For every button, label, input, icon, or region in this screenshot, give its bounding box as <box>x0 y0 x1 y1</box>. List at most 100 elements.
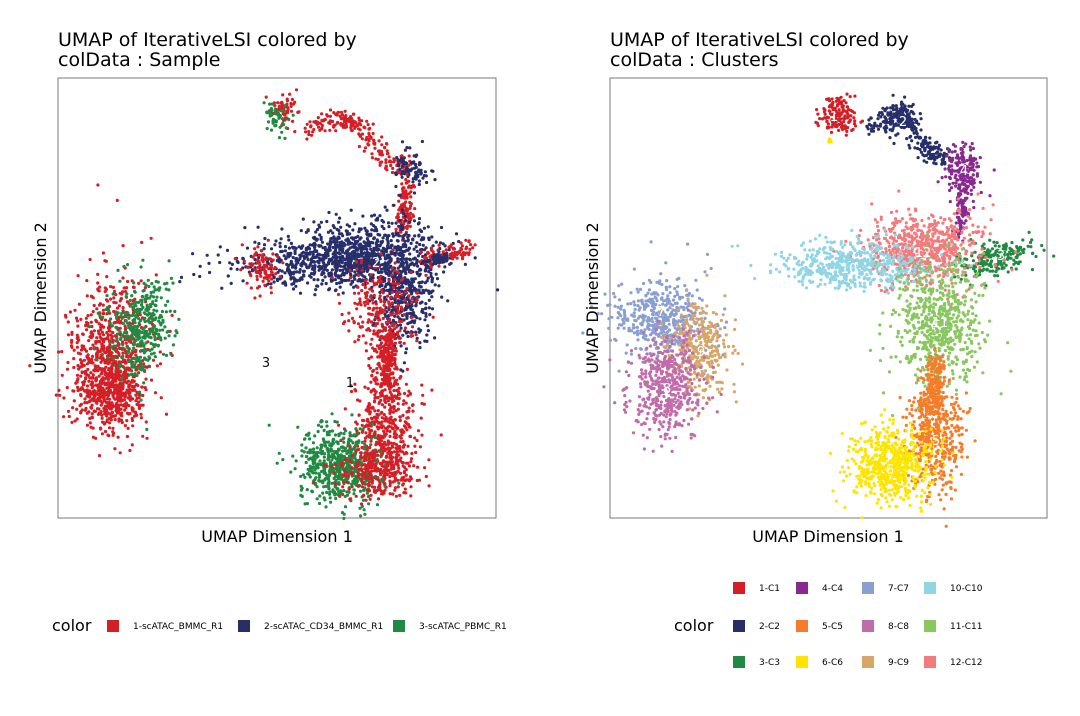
scatter-point <box>402 156 406 160</box>
scatter-point <box>100 330 104 334</box>
scatter-point <box>437 250 441 254</box>
scatter-point <box>367 446 371 450</box>
scatter-point <box>404 218 408 223</box>
scatter-point <box>127 339 131 343</box>
scatter-point <box>98 356 102 360</box>
scatter-point <box>127 396 131 400</box>
scatter-point <box>376 395 380 400</box>
scatter-point <box>112 346 116 350</box>
scatter-point <box>314 250 318 254</box>
scatter-point <box>307 130 311 134</box>
scatter-point <box>381 329 385 333</box>
scatter-point <box>358 489 363 493</box>
scatter-point <box>77 302 81 306</box>
scatter-point <box>126 345 130 349</box>
scatter-point <box>106 381 110 386</box>
scatter-point <box>88 325 92 329</box>
scatter-point <box>418 346 422 350</box>
scatter-point <box>351 121 355 125</box>
scatter-point <box>404 232 408 236</box>
scatter-point <box>118 381 122 385</box>
scatter-point <box>398 329 402 333</box>
scatter-point <box>289 262 293 266</box>
scatter-point <box>150 316 154 320</box>
scatter-point <box>281 93 285 97</box>
scatter-point <box>97 289 101 293</box>
scatter-point <box>115 337 119 341</box>
scatter-point <box>275 277 279 281</box>
scatter-point <box>80 344 84 348</box>
scatter-point <box>362 149 366 153</box>
scatter-point <box>159 296 163 300</box>
scatter-point <box>423 170 427 174</box>
scatter-point <box>439 433 443 437</box>
scatter-point <box>381 251 385 255</box>
scatter-point <box>253 247 257 251</box>
scatter-point <box>134 338 138 342</box>
scatter-point <box>412 464 416 468</box>
scatter-point <box>313 243 317 247</box>
scatter-point <box>399 257 403 261</box>
scatter-point <box>386 320 391 324</box>
scatter-point <box>96 364 100 368</box>
scatter-point <box>345 125 349 129</box>
scatter-point <box>375 312 379 316</box>
scatter-point <box>325 420 329 424</box>
scatter-point <box>401 402 405 406</box>
scatter-point <box>370 228 374 232</box>
scatter-point <box>105 312 109 316</box>
scatter-point <box>383 399 387 403</box>
scatter-point <box>144 420 148 424</box>
scatter-point <box>424 474 428 479</box>
scatter-point <box>91 435 95 439</box>
scatter-point <box>291 287 296 291</box>
scatter-point <box>455 253 459 257</box>
scatter-point <box>414 245 418 249</box>
scatter-point <box>144 377 148 381</box>
scatter-point <box>352 244 357 248</box>
scatter-point <box>60 350 64 354</box>
scatter-point <box>371 308 375 312</box>
scatter-point <box>449 261 453 265</box>
scatter-point <box>290 97 294 102</box>
scatter-point <box>72 357 76 361</box>
scatter-point <box>397 224 401 228</box>
scatter-point <box>111 356 115 360</box>
scatter-point <box>370 373 374 377</box>
scatter-point <box>404 162 408 166</box>
scatter-point <box>361 214 365 218</box>
scatter-point <box>398 418 402 423</box>
scatter-point <box>62 415 66 419</box>
scatter-point <box>330 412 334 416</box>
scatter-point <box>414 303 418 307</box>
scatter-point <box>101 303 105 307</box>
scatter-point <box>124 401 128 405</box>
scatter-point <box>79 317 83 321</box>
scatter-point <box>362 300 366 305</box>
scatter-point <box>405 422 409 426</box>
scatter-point <box>383 432 387 436</box>
scatter-point <box>133 314 138 318</box>
scatter-point <box>378 214 382 218</box>
scatter-point <box>356 285 360 289</box>
scatter-point <box>331 245 335 250</box>
scatter-point <box>128 448 132 453</box>
scatter-point <box>421 261 425 265</box>
scatter-point <box>121 244 125 248</box>
scatter-point <box>418 242 422 247</box>
scatter-point <box>137 403 141 407</box>
scatter-point <box>401 204 405 208</box>
scatter-point <box>136 337 140 341</box>
scatter-point <box>403 170 407 174</box>
scatter-point <box>134 399 138 403</box>
scatter-point <box>118 412 122 416</box>
scatter-point <box>396 239 400 243</box>
scatter-point <box>141 434 145 438</box>
scatter-point <box>358 237 362 241</box>
scatter-point <box>304 130 308 134</box>
scatter-point <box>269 265 273 269</box>
scatter-point <box>384 396 389 400</box>
scatter-point <box>417 182 421 187</box>
scatter-point <box>351 441 355 445</box>
scatter-point <box>323 117 327 121</box>
